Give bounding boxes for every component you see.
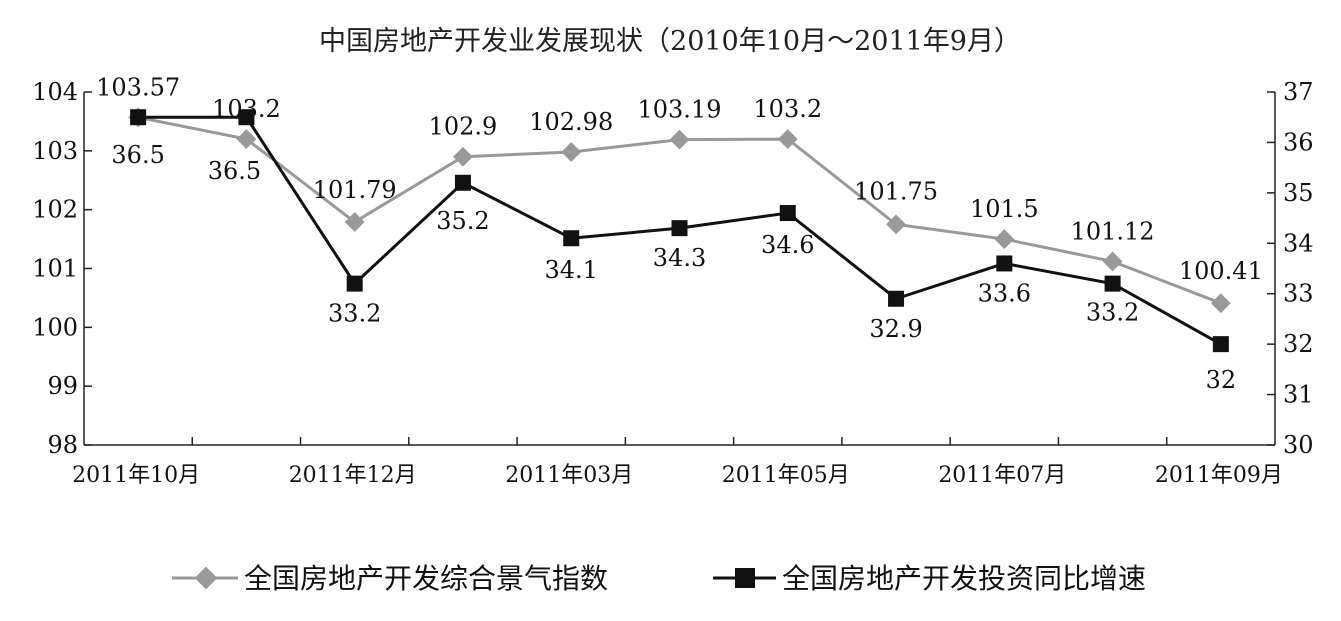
left-tick-label: 100 [32,313,78,341]
data-label-growth: 32.9 [869,315,922,343]
data-point-index [344,212,365,232]
left-tick-label: 102 [32,196,78,224]
data-label-index: 101.12 [1071,217,1155,245]
data-point-growth [563,230,580,247]
data-label-index: 103.19 [638,96,722,124]
right-tick-label: 35 [1283,179,1314,207]
data-point-growth [671,220,688,237]
data-label-index: 102.9 [429,113,498,141]
series-layer [128,107,1231,353]
data-point-growth [996,255,1013,272]
data-label-growth: 34.3 [653,244,706,272]
data-point-growth [454,174,471,191]
x-tick-label: 2011年07月 [938,463,1066,488]
data-label-index: 103.57 [96,73,180,101]
data-point-index [1210,293,1231,314]
legend: 全国房地产开发综合景气指数 全国房地产开发投资同比增速 [172,562,1146,595]
data-point-index [453,146,473,167]
data-label-index: 101.75 [854,177,938,205]
data-label-index: 100.41 [1179,257,1263,285]
data-label-index: 103.2 [212,95,281,123]
data-label-growth: 36.5 [111,141,164,169]
axes: 98 99 100 101 102 103 104 30 31 32 33 34 35 36 37 2011年… [32,78,1313,488]
right-tick-label: 37 [1283,78,1314,106]
data-point-growth [888,290,905,307]
right-tick-label: 32 [1283,330,1314,358]
right-tick-label: 31 [1283,381,1314,409]
left-tick-label: 99 [47,372,78,400]
data-label-index: 101.5 [970,195,1039,223]
data-label-index: 102.98 [529,108,613,136]
data-label-growth: 35.2 [436,207,489,235]
data-label-growth: 34.6 [761,231,814,259]
data-point-index [561,142,582,162]
legend-label-growth: 全国房地产开发投资同比增速 [782,562,1146,595]
data-point-index [669,129,690,150]
data-label-growth: 33.2 [328,300,381,328]
legend-label-index: 全国房地产开发综合景气指数 [244,562,608,595]
x-tick-label: 2011年03月 [505,463,633,488]
data-label-growth: 34.1 [545,256,598,284]
left-tick-label: 104 [32,78,78,106]
data-point-index [1102,251,1123,272]
data-labels: 103.57 103.2 101.79 102.9 102.98 103.19 103.2 1… [96,73,1263,394]
data-point-index [994,229,1015,249]
x-tick-label: 2011年05月 [722,463,850,488]
x-tick-label: 2011年09月 [1155,463,1283,488]
data-point-growth [346,275,363,292]
data-label-index: 101.79 [313,176,397,204]
data-label-growth: 33.6 [978,279,1031,307]
x-tick-label: 2011年12月 [289,463,417,488]
data-label-growth: 33.2 [1086,299,1139,327]
legend-marker-growth [735,568,755,588]
right-tick-label: 33 [1283,280,1314,308]
legend-marker-index [194,566,218,590]
data-point-growth [238,109,255,126]
data-point-growth [130,109,147,126]
data-point-growth [1212,336,1229,353]
right-tick-label: 34 [1283,229,1314,257]
data-point-index [236,129,257,149]
data-point-growth [1104,275,1121,292]
right-tick-label: 30 [1283,431,1314,459]
data-label-index: 103.2 [753,95,822,123]
data-label-growth: 36.5 [208,157,261,185]
left-tick-label: 98 [47,431,78,459]
data-label-growth: 32 [1206,366,1237,394]
left-tick-label: 101 [32,255,78,283]
x-tick-label: 2011年10月 [72,463,200,488]
left-tick-label: 103 [32,137,78,165]
data-point-growth [779,205,796,222]
right-tick-label: 36 [1283,128,1314,156]
chart-title: 中国房地产开发业发展现状（2010年10月～2011年9月） [319,26,1021,57]
